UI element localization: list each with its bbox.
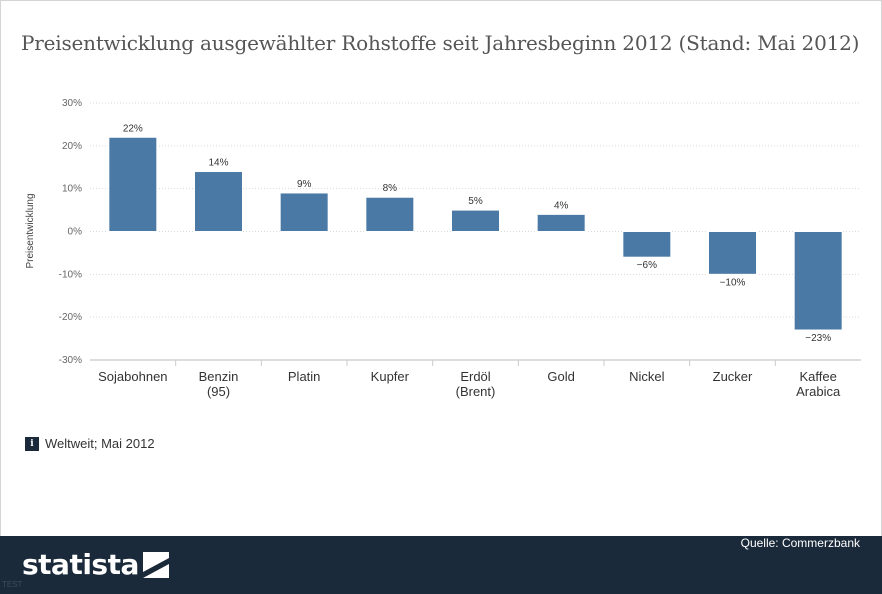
x-category-label: Kupfer [371, 369, 410, 384]
y-tick-label: -20% [59, 312, 82, 323]
y-tick-label: 0% [68, 227, 83, 238]
x-category-label: Benzin [199, 369, 239, 384]
y-tick-label: -10% [59, 269, 82, 280]
data-label: −6% [637, 260, 657, 271]
footer-bar: statista Quelle: Commerzbank TEST [0, 536, 882, 594]
note: i Weltweit; Mai 2012 [25, 436, 155, 451]
source-text: Quelle: Commerzbank [740, 536, 860, 550]
bar[interactable] [793, 231, 843, 331]
brand-name: statista [22, 548, 139, 581]
chart-title: Preisentwicklung ausgewählter Rohstoffe … [21, 31, 860, 55]
note-text: Weltweit; Mai 2012 [45, 436, 155, 451]
x-category-label: Kaffee [799, 369, 836, 384]
x-category-label: Zucker [713, 369, 753, 384]
x-category-label: (Brent) [456, 384, 496, 399]
y-axis-label: Preisentwicklung [25, 193, 36, 268]
info-icon[interactable]: i [25, 436, 39, 451]
bar[interactable] [708, 231, 757, 275]
x-category-label: (95) [207, 384, 230, 399]
y-tick-label: 20% [62, 141, 82, 152]
x-category-label: Sojabohnen [98, 369, 167, 384]
y-tick-label: -30% [59, 355, 82, 366]
x-axis-categories: Sojabohnen Benzin(95) Platin Kupfer Erdöl(Br… [98, 369, 841, 399]
x-category-label: Arabica [796, 384, 841, 399]
y-tick-label: 10% [62, 184, 82, 195]
watermark-text: TEST [2, 580, 23, 589]
x-category-label: Platin [288, 369, 321, 384]
bar[interactable] [622, 231, 672, 258]
y-axis-ticks: 30% 20% 10% 0% -10% -20% -30% [59, 98, 82, 366]
x-category-label: Nickel [629, 369, 665, 384]
bars: 22% 14% 9% 8% 5% 4% −6% −10% −23% [108, 123, 843, 344]
x-category-label: Gold [547, 369, 574, 384]
bar[interactable] [451, 209, 500, 232]
data-label: 5% [468, 196, 483, 207]
data-label: 14% [208, 158, 228, 169]
y-tick-label: 30% [62, 98, 82, 109]
bar[interactable] [194, 171, 243, 233]
statista-logo[interactable]: statista [22, 548, 169, 581]
bar-chart: 30% 20% 10% 0% -10% -20% -30% 22% 14% 9% 8% 5% 4% −6… [25, 98, 861, 399]
x-category-label: Erdöl [460, 369, 490, 384]
data-label: 22% [123, 123, 143, 134]
data-label: −10% [720, 277, 746, 288]
bar[interactable] [108, 136, 158, 232]
data-label: −23% [805, 333, 831, 344]
bar[interactable] [536, 213, 586, 233]
bar[interactable] [279, 192, 329, 232]
statista-logo-icon [142, 551, 169, 578]
data-label: 4% [554, 200, 569, 211]
data-label: 9% [297, 179, 312, 190]
bar[interactable] [365, 196, 415, 233]
data-label: 8% [383, 183, 398, 194]
